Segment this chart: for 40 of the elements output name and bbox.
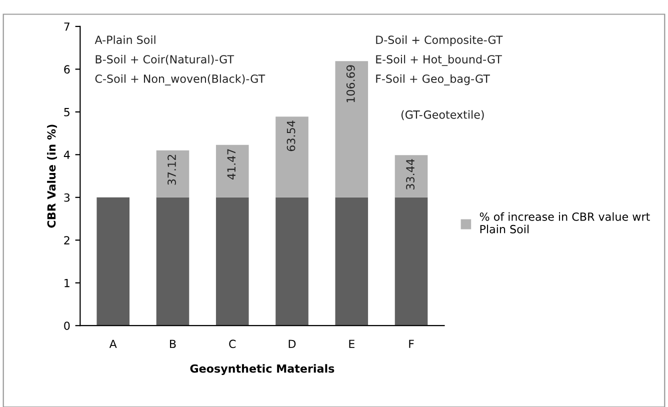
bar <box>156 150 190 198</box>
x-tick-label: C <box>229 340 236 348</box>
bar <box>335 197 368 326</box>
y-tick-label: 1 <box>64 278 70 288</box>
annotation: 33.44 <box>406 159 414 190</box>
annotation: 41.47 <box>227 149 236 180</box>
x-tick-label: F <box>409 340 414 348</box>
y-tick-label: 0 <box>64 322 70 330</box>
bar <box>216 144 249 198</box>
legend-label: % of increase in CBR value wrt Plain Soil <box>480 212 650 234</box>
annotation: 37.12 <box>168 154 176 185</box>
bar <box>96 197 130 326</box>
bar <box>394 197 428 326</box>
y-tick-label: 4 <box>64 150 70 159</box>
x-tick-label: E <box>349 340 354 348</box>
annotation: D-Soil + Composite-GT <box>376 35 503 46</box>
bar <box>276 116 308 198</box>
bar <box>216 197 249 326</box>
bar <box>276 197 308 326</box>
x-axis-title: Geosynthetic Materials <box>190 364 334 375</box>
x-tick-label: B <box>170 340 176 348</box>
annotation: 106.69 <box>346 65 355 102</box>
annotation: (GT-Geotextile) <box>401 110 484 120</box>
annotation: B-Soil + Coir(Natural)-GT <box>96 54 234 65</box>
bar <box>156 197 190 326</box>
annotation: 63.54 <box>286 120 296 152</box>
annotation: F-Soil + Geo_bag-GT <box>376 74 490 86</box>
annotation: E-Soil + Hot_bound-GT <box>376 54 502 66</box>
y-tick-label: 3 <box>64 193 70 202</box>
x-tick-label: D <box>288 340 296 348</box>
annotation: A-Plain Soil <box>94 35 156 44</box>
y-tick-label: 5 <box>64 108 70 116</box>
y-tick-label: 7 <box>64 22 70 31</box>
bar <box>394 155 428 198</box>
y-tick-label: 6 <box>64 65 70 74</box>
y-axis-title: CBR Value (in %) <box>47 124 57 228</box>
y-tick-label: 2 <box>64 236 70 244</box>
annotation: C-Soil + Non_woven(Black)-GT <box>95 74 266 86</box>
bar <box>335 61 368 198</box>
x-tick-label: A <box>109 340 117 348</box>
